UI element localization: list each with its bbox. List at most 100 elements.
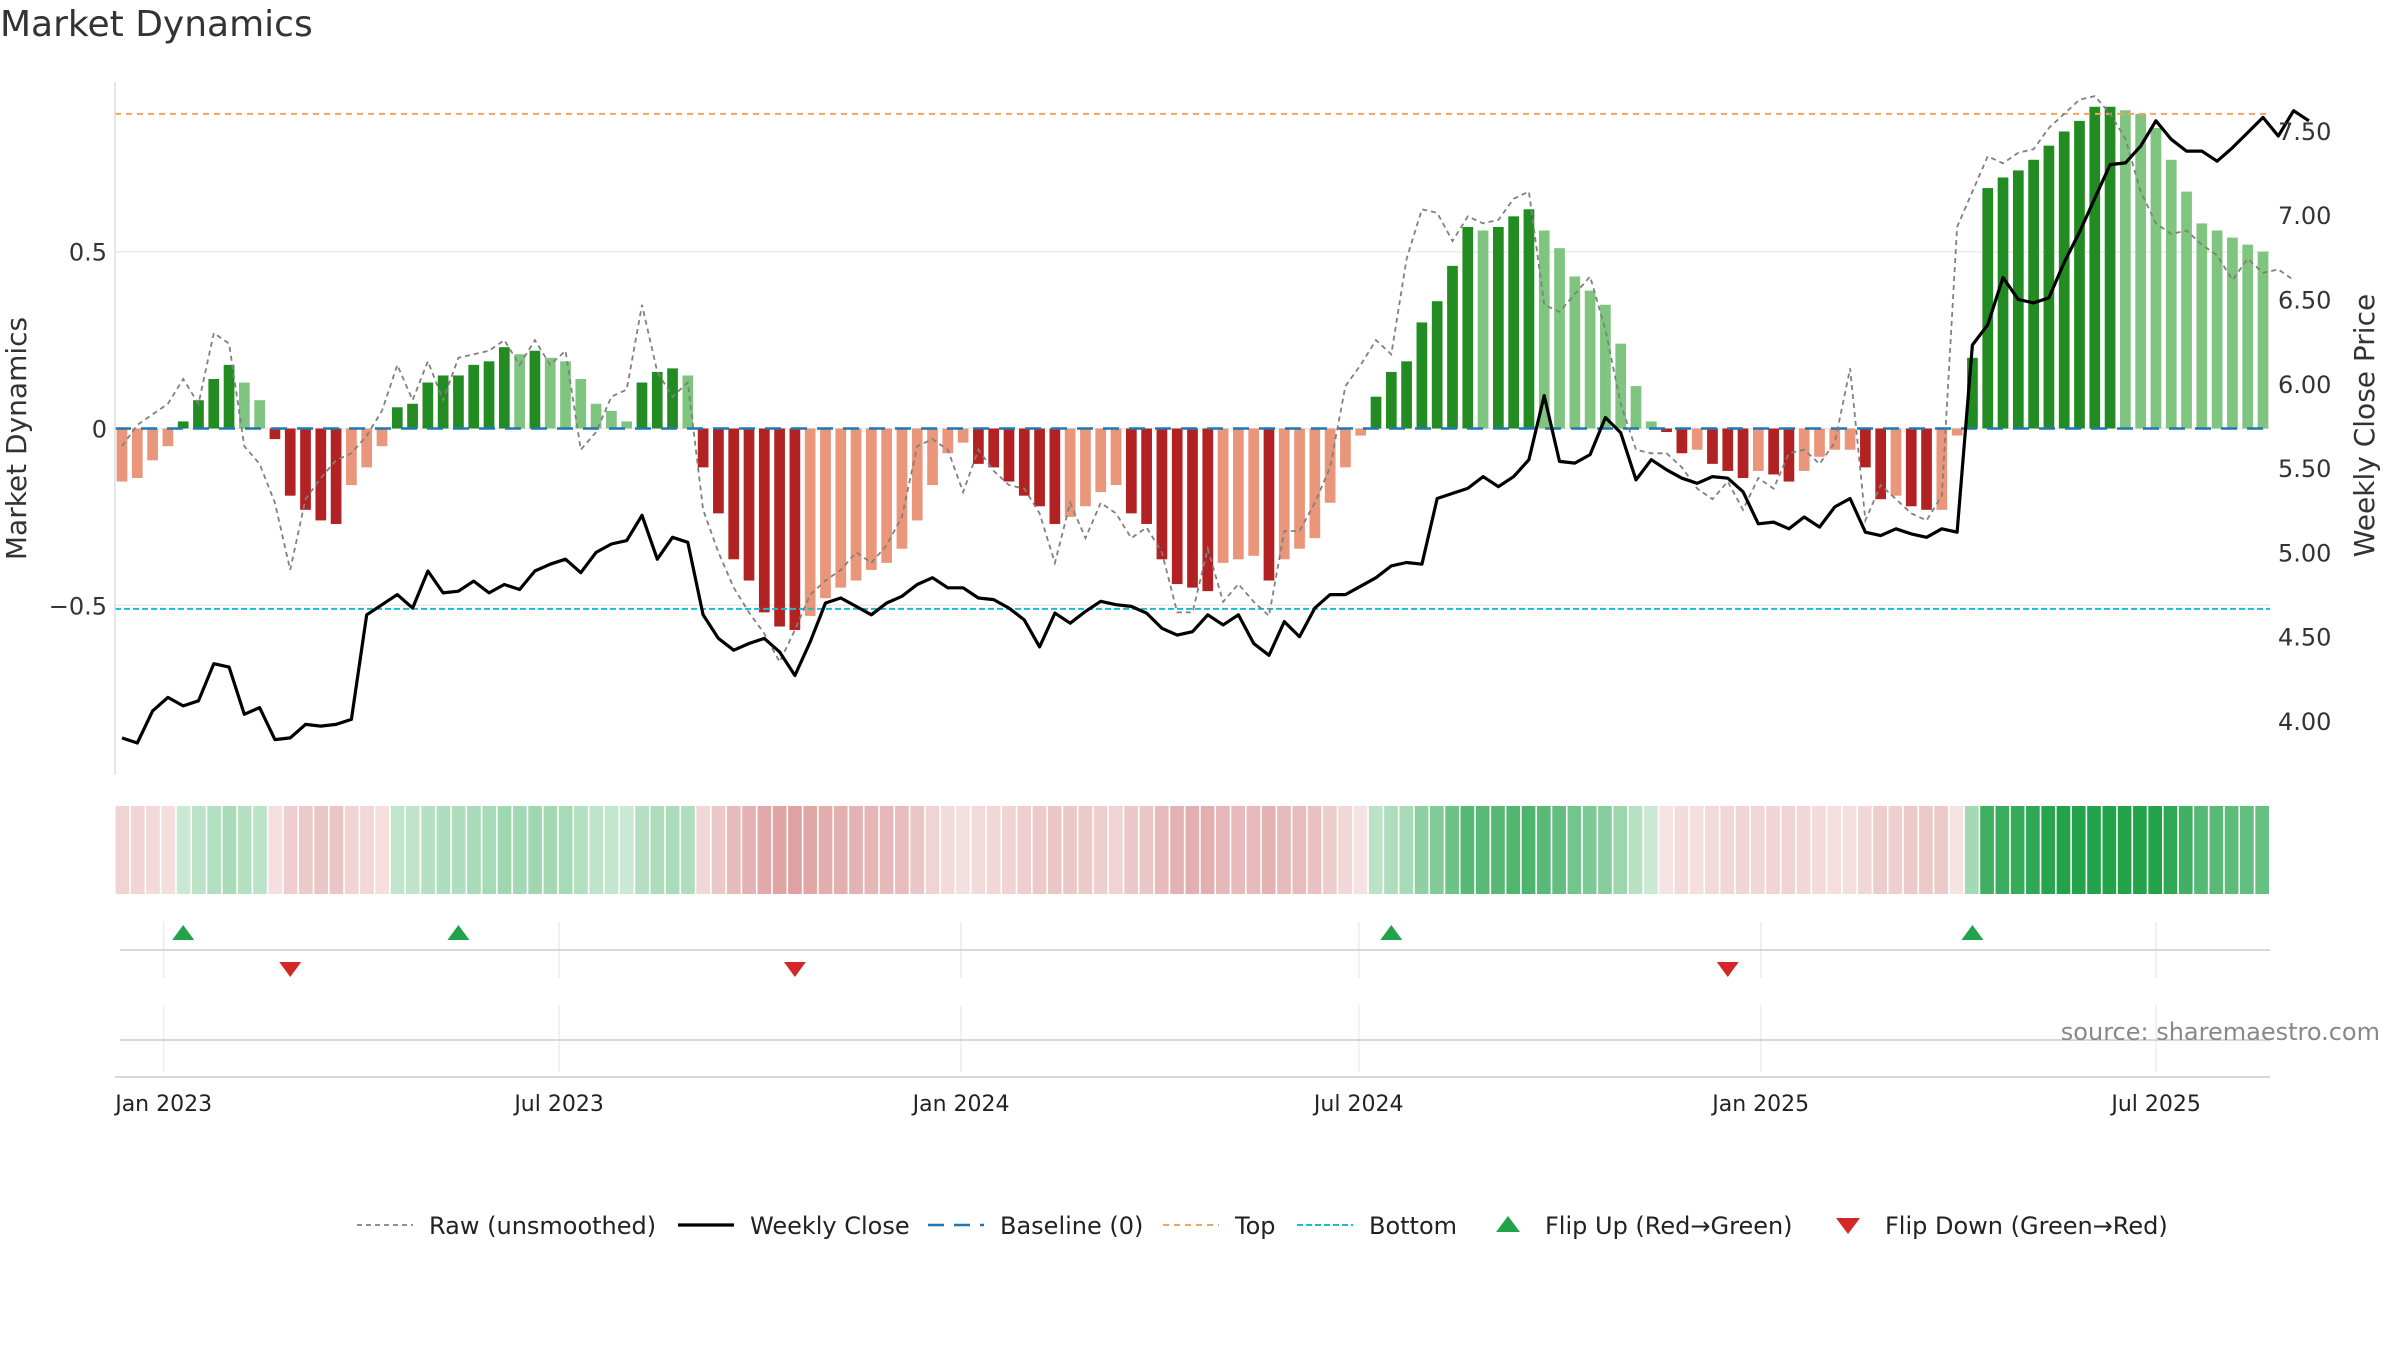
bar: [2211, 230, 2223, 429]
strip-cell: [436, 806, 451, 894]
bar: [1814, 428, 1825, 457]
bar: [2120, 110, 2131, 429]
y-tick-label: −0.5: [49, 592, 107, 620]
strip-cell: [405, 806, 420, 894]
bar: [1844, 428, 1856, 450]
strip-cell: [742, 806, 756, 894]
color-strip: [115, 806, 2269, 894]
strip-cell: [635, 806, 649, 894]
strip-cell: [222, 806, 237, 894]
bar: [1875, 428, 1887, 500]
strip-cell: [1552, 806, 1566, 894]
strip-cell: [1919, 806, 1933, 894]
strip-cell: [482, 806, 497, 894]
strip-cell: [1429, 806, 1444, 894]
bar: [2058, 131, 2070, 429]
flip-up-marker: [447, 925, 470, 940]
bar: [1171, 428, 1183, 585]
strip-cell: [1353, 806, 1368, 894]
flip-down-marker: [783, 962, 806, 977]
bar: [422, 382, 434, 429]
strip-cell: [1857, 806, 1872, 894]
strip-cell: [528, 806, 542, 894]
strip-cell: [1964, 806, 1979, 894]
flip-markers-panel: [120, 922, 2270, 978]
bar: [1125, 428, 1137, 514]
bar: [1615, 343, 1627, 429]
bar: [1401, 361, 1412, 429]
strip-cell: [2056, 806, 2071, 894]
flip-down-marker: [279, 962, 302, 977]
y2-tick-label: 7.00: [2278, 202, 2331, 230]
strip-cell: [2178, 806, 2193, 894]
bar: [1523, 209, 1535, 429]
bar: [1584, 290, 1596, 429]
bar: [1890, 428, 1902, 496]
bar: [162, 428, 174, 447]
legend-label: Flip Down (Green→Red): [1885, 1212, 2168, 1240]
strip-cell: [818, 806, 833, 894]
bar: [789, 428, 801, 631]
legend-flip-up-swatch: [1496, 1216, 1520, 1232]
strip-cell: [192, 806, 206, 894]
y2-tick-label: 4.50: [2278, 624, 2331, 652]
bar: [131, 428, 143, 478]
strip-cell: [604, 806, 619, 894]
strip-cell: [1750, 806, 1765, 894]
strip-cell: [2133, 806, 2147, 894]
bar: [2227, 237, 2238, 429]
strip-cell: [2240, 806, 2254, 894]
strip-cell: [497, 806, 512, 894]
raw-series-line: [121, 95, 2295, 664]
strip-cell: [650, 806, 665, 894]
empty-panel: source: sharemaestro.com: [120, 1005, 2380, 1072]
strip-cell: [1873, 806, 1887, 894]
strip-cell: [467, 806, 481, 894]
bar: [1737, 428, 1749, 478]
bar: [2150, 127, 2162, 429]
strip-cell: [1292, 806, 1307, 894]
strip-cell: [2041, 806, 2056, 894]
strip-cell: [161, 806, 176, 894]
strip-cell: [1093, 806, 1108, 894]
strip-cell: [1017, 806, 1032, 894]
strip-cell: [1216, 806, 1230, 894]
y2-tick-label: 5.00: [2278, 539, 2331, 567]
y2-tick-label: 6.00: [2278, 371, 2331, 399]
bar: [238, 382, 250, 429]
strip-cell: [1307, 806, 1322, 894]
strip-cell: [1124, 806, 1139, 894]
bar: [1860, 428, 1871, 468]
bar: [1569, 276, 1581, 429]
strip-cell: [681, 806, 695, 894]
bar: [1263, 428, 1275, 581]
bar: [728, 428, 740, 560]
bar: [1309, 428, 1321, 539]
bar: [1080, 428, 1091, 507]
bar: [1034, 428, 1045, 507]
strip-cell: [1643, 806, 1658, 894]
bar: [590, 403, 602, 429]
line-layer: [115, 95, 2310, 745]
strip-cell: [421, 806, 435, 894]
bar: [376, 428, 388, 447]
bar: [1982, 188, 1994, 429]
bar: [529, 350, 541, 429]
bar: [1676, 428, 1688, 454]
bar: [1018, 428, 1030, 496]
strip-cell: [2010, 806, 2025, 894]
bar: [1936, 428, 1948, 510]
legend-label: Raw (unsmoothed): [429, 1212, 656, 1240]
strip-cell: [1842, 806, 1857, 894]
strip-cell: [1567, 806, 1582, 894]
axes-layer: 0.5 0 −0.5 Market Dynamics 4.00 4.50 5.00 5.50 6…: [0, 82, 2381, 775]
strip-cell: [2087, 806, 2101, 894]
strip-cell: [788, 806, 802, 894]
weekly-close-line: [121, 109, 2310, 745]
bar: [835, 428, 847, 588]
x-tick-label: Jan 2023: [113, 1092, 212, 1117]
strip-cell: [1139, 806, 1154, 894]
bar: [269, 428, 281, 440]
strip-cell: [772, 806, 787, 894]
bar: [973, 428, 984, 464]
